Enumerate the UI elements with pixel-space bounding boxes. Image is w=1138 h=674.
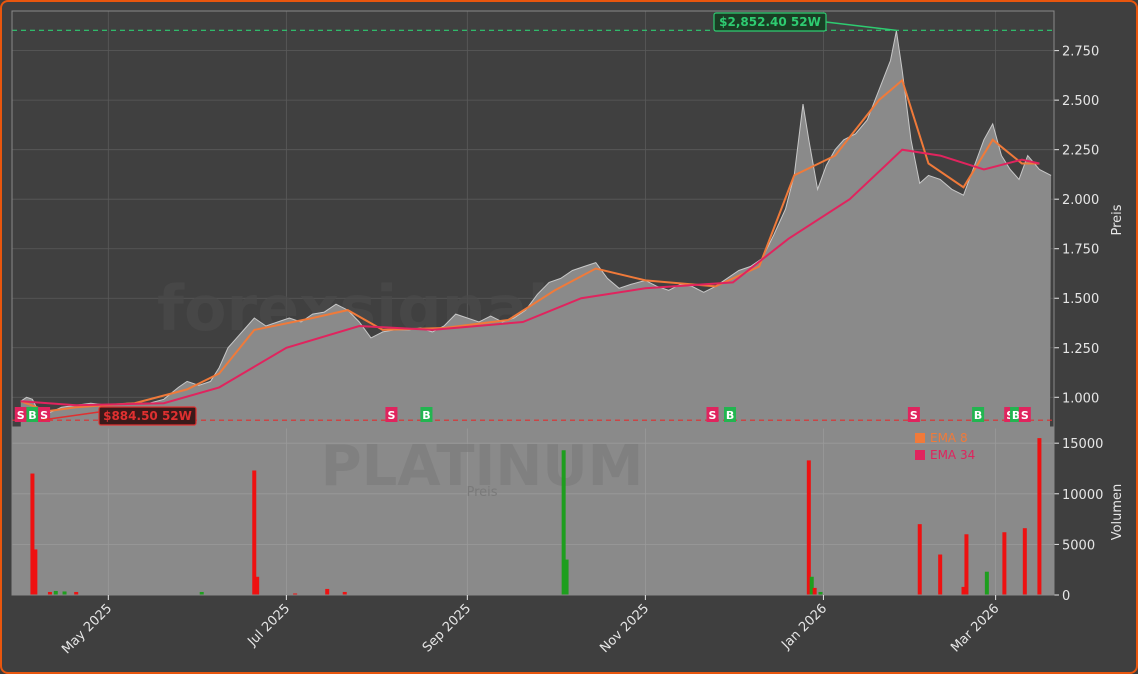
high-arrow xyxy=(825,21,897,32)
signal-label: B xyxy=(974,409,982,422)
price-tick-label: 2.750 xyxy=(1062,45,1099,60)
ema8-line xyxy=(20,78,1040,413)
sell-signal-marker xyxy=(706,407,719,422)
signal-label: S xyxy=(910,409,918,422)
volume-bar-down xyxy=(1022,528,1027,595)
volume-axis-label: Volumen xyxy=(1110,484,1125,541)
legend-label-ema8: EMA 8 xyxy=(930,431,968,445)
signal-label: B xyxy=(422,409,430,422)
volume-bar-up xyxy=(62,591,67,595)
volume-bar-down xyxy=(812,587,817,595)
volume-tick-label: 0 xyxy=(1062,589,1070,604)
buy-signal-marker xyxy=(724,407,737,422)
signal-label: B xyxy=(726,409,734,422)
volume-bar-down xyxy=(1037,438,1042,595)
price-tick-label: 2.000 xyxy=(1062,193,1099,208)
volume-bars xyxy=(30,438,1042,595)
volume-bar-up xyxy=(984,571,989,595)
volume-bar-up xyxy=(53,590,58,595)
volume-bar-up xyxy=(564,559,569,595)
x-tick-label: May 2025 xyxy=(59,601,115,657)
signal-label: S xyxy=(1021,409,1029,422)
volume-bar-down xyxy=(47,591,52,595)
legend-swatch-ema34 xyxy=(915,450,925,460)
volume-panel: PLATINUM Preis EMA 8 EMA 34 0 5000 10000 15… xyxy=(11,427,1125,604)
volume-panel-border xyxy=(11,427,1055,596)
low-arrow xyxy=(41,411,100,421)
volume-bar-down xyxy=(964,534,969,595)
volume-tick-label: 5000 xyxy=(1062,538,1095,553)
ema-legend: EMA 8 EMA 34 xyxy=(915,431,975,462)
high-label: $2,852.40 52W xyxy=(719,15,821,29)
volume-bar-down xyxy=(293,593,298,595)
price-tick-label: 2.250 xyxy=(1062,144,1099,159)
price-axis-label: Preis xyxy=(1110,204,1125,235)
volume-bar-up xyxy=(809,576,814,595)
price-panel: forexsignale.trade SBSBSBSBSBSBS $2,852.… xyxy=(11,10,1125,428)
volume-plot-background xyxy=(12,428,1054,595)
price-tick-label: 1.750 xyxy=(1062,243,1099,258)
volume-bar-down xyxy=(252,470,257,595)
volume-bar-down xyxy=(255,576,260,595)
watermark-sub: Preis xyxy=(466,485,497,500)
price-area xyxy=(20,30,1052,428)
signal-markers: SBSBSBSBSBSBS xyxy=(14,407,1031,422)
volume-tick-label: 15000 xyxy=(1062,437,1103,452)
buy-signal-marker xyxy=(26,407,39,422)
signal-label: S xyxy=(709,409,717,422)
x-axis-ticks: May 2025 Jul 2025 Sep 2025 Nov 2025 Jan 2026… xyxy=(59,595,1002,657)
sell-signal-marker xyxy=(38,407,51,422)
x-tick-label: Sep 2025 xyxy=(420,601,474,655)
volume-bar-down xyxy=(961,586,966,595)
volume-grid xyxy=(12,428,1054,595)
price-line xyxy=(20,30,1052,416)
volume-bar-up xyxy=(199,591,204,595)
volume-bar-down xyxy=(806,460,811,595)
ema34-line xyxy=(20,148,1040,407)
volume-bar-down xyxy=(342,591,347,595)
volume-bar-up xyxy=(561,450,566,595)
signal-label: B xyxy=(28,409,36,422)
signal-label: S xyxy=(387,409,395,422)
x-tick-label: Mar 2026 xyxy=(948,601,1002,655)
x-tick-label: Jan 2026 xyxy=(778,601,830,653)
price-tick-label: 1.000 xyxy=(1062,391,1099,406)
legend-label-ema34: EMA 34 xyxy=(930,448,975,462)
buy-signal-marker xyxy=(420,407,433,422)
price-y-ticks: 1.000 1.250 1.500 1.750 2.000 2.250 2.500 2.750 xyxy=(1054,45,1099,406)
volume-bar-down xyxy=(325,588,330,595)
volume-bar-down xyxy=(30,473,35,595)
signal-label: S xyxy=(40,409,48,422)
volume-y-ticks: 0 5000 10000 15000 xyxy=(1054,437,1103,604)
signal-label: S xyxy=(17,409,25,422)
sell-signal-marker xyxy=(385,407,398,422)
volume-bar-up xyxy=(818,591,823,595)
legend-swatch-ema8 xyxy=(915,433,925,443)
price-tick-label: 1.500 xyxy=(1062,292,1099,307)
volume-bar-down xyxy=(917,524,922,595)
volume-bar-down xyxy=(938,554,943,595)
x-tick-label: Nov 2025 xyxy=(597,601,652,656)
volume-bar-down xyxy=(74,591,79,595)
sell-signal-marker xyxy=(1018,407,1031,422)
volume-bar-down xyxy=(1002,532,1007,595)
low-label-box xyxy=(98,406,197,426)
sell-signal-marker xyxy=(14,407,27,422)
price-tick-label: 1.250 xyxy=(1062,342,1099,357)
volume-tick-label: 10000 xyxy=(1062,488,1103,503)
buy-signal-marker xyxy=(972,407,985,422)
low-52w-annotation: $884.50 52W xyxy=(41,406,197,426)
signal-label: B xyxy=(1012,409,1020,422)
low-label: $884.50 52W xyxy=(103,409,192,423)
watermark-symbol: PLATINUM xyxy=(321,434,644,499)
x-tick-label: Jul 2025 xyxy=(244,601,293,650)
price-panel-border xyxy=(11,10,1055,428)
sell-signal-marker xyxy=(907,407,920,422)
price-tick-label: 2.500 xyxy=(1062,94,1099,109)
high-label-box xyxy=(713,12,827,32)
volume-bar-down xyxy=(33,549,38,595)
high-52w-annotation: $2,852.40 52W xyxy=(713,12,897,32)
